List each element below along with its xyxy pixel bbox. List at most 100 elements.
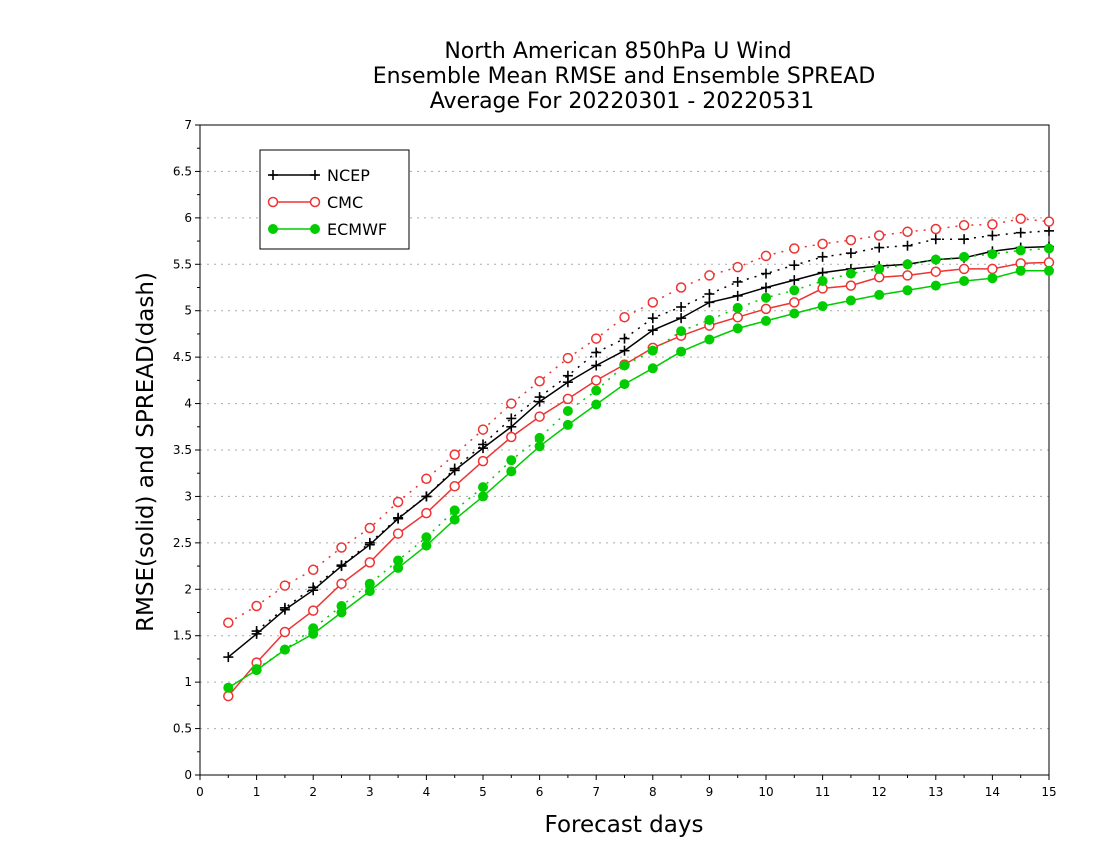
ecmwf-spread-line <box>256 247 1050 670</box>
ecmwf-rmse-point <box>761 315 771 326</box>
ncep-spread-point <box>704 289 715 299</box>
cmc-spread-point <box>1043 216 1055 227</box>
legend: NCEP CMC ECMWF <box>259 149 410 250</box>
cmc-spread-point <box>817 238 828 250</box>
ecmwf-spread-point <box>959 251 970 262</box>
ecmwf-rmse-point <box>591 399 602 410</box>
ecmwf-rmse-point <box>676 346 687 357</box>
ecmwf-rmse-point <box>874 289 885 300</box>
ecmwf-spread-point <box>1044 243 1054 254</box>
ncep-rmse-point <box>421 491 432 502</box>
ecmwf-rmse-point <box>223 682 234 693</box>
cmc-spread-point <box>534 376 545 387</box>
cmc-rmse-point <box>902 270 913 281</box>
cmc-rmse-point <box>392 528 404 539</box>
x-axis-label: Forecast days <box>545 812 704 838</box>
ecmwf-rmse-point <box>959 276 970 286</box>
ncep-spread-point <box>1015 227 1026 238</box>
ecmwf-rmse-point <box>308 628 319 639</box>
cmc-spread-line <box>227 218 1050 624</box>
ncep-rmse-point <box>478 443 488 454</box>
ecmwf-spread-point <box>591 385 602 396</box>
series-lines <box>223 213 1055 702</box>
cmc-rmse-point <box>307 605 319 616</box>
ncep-spread-point <box>676 302 687 312</box>
ecmwf-rmse-point <box>421 540 432 551</box>
ncep-rmse-series <box>223 241 1054 663</box>
ecmwf-spread-point <box>987 249 998 260</box>
ecmwf-spread-point <box>845 268 856 279</box>
cmc-rmse-point <box>873 272 885 283</box>
ecmwf-rmse-point <box>478 491 488 502</box>
cmc-rmse-point <box>958 263 970 275</box>
y-tick-label: 0 <box>184 768 192 782</box>
x-tick-label: 2 <box>309 785 317 799</box>
cmc-spread-point <box>251 600 262 612</box>
cmc-spread-point <box>364 522 376 534</box>
cmc-spread-point <box>902 226 913 238</box>
ncep-rmse-point <box>449 465 460 476</box>
x-tick-label: 14 <box>985 785 1000 799</box>
ecmwf-rmse-point <box>732 323 743 334</box>
ecmwf-spread-point <box>478 482 488 493</box>
ecmwf-rmse-point <box>845 295 856 306</box>
ecmwf-spread-point <box>874 263 885 274</box>
ecmwf-spread-series <box>251 243 1054 675</box>
cmc-spread-point <box>675 282 687 293</box>
legend-entry-cmc: CMC <box>267 193 363 212</box>
ecmwf-spread-point <box>393 555 404 566</box>
ncep-rmse-point <box>676 313 687 324</box>
x-tick-label: 5 <box>479 785 487 799</box>
ncep-spread-point <box>817 251 828 262</box>
ecmwf-rmse-point <box>619 379 630 390</box>
cmc-spread-point <box>307 564 319 576</box>
ecmwf-rmse-point <box>902 285 913 296</box>
ncep-rmse-point <box>534 396 545 407</box>
ecmwf-spread-point <box>761 292 771 303</box>
ecmwf-rmse-point <box>393 562 404 573</box>
y-tick-label: 5 <box>184 304 192 318</box>
ecmwf-rmse-point <box>704 334 715 345</box>
ecmwf-spread-point <box>506 455 517 466</box>
legend-marker <box>268 170 278 180</box>
ncep-spread-point <box>874 242 885 253</box>
y-tick-label: 6 <box>184 211 192 225</box>
y-tick-label: 2.5 <box>173 536 192 550</box>
ncep-rmse-point <box>279 604 290 615</box>
ncep-rmse-point <box>704 297 715 308</box>
ncep-rmse-point <box>562 377 573 388</box>
legend-label: NCEP <box>327 166 370 185</box>
legend-marker <box>309 196 321 208</box>
x-tick-label: 15 <box>1041 785 1056 799</box>
ecmwf-spread-point <box>1015 245 1026 256</box>
x-tick-label: 13 <box>928 785 943 799</box>
y-tick-label: 4 <box>184 397 192 411</box>
ecmwf-rmse-series <box>223 265 1054 693</box>
y-tick-label: 7 <box>184 118 192 132</box>
ncep-spread-point <box>902 240 913 251</box>
ecmwf-spread-point <box>534 432 545 443</box>
ecmwf-rmse-point <box>364 586 375 597</box>
title-line-3: Average For 20220301 - 20220531 <box>430 89 815 114</box>
ncep-rmse-point <box>761 282 771 293</box>
cmc-spread-point <box>873 230 885 241</box>
ncep-spread-point <box>987 230 998 241</box>
cmc-rmse-point <box>477 455 489 467</box>
cmc-rmse-point <box>336 578 347 589</box>
legend-box <box>259 149 410 250</box>
legend-marker <box>310 224 320 234</box>
cmc-rmse-point <box>987 263 998 275</box>
cmc-spread-point <box>562 352 574 364</box>
cmc-spread-point <box>477 424 489 435</box>
cmc-spread-point <box>732 261 743 273</box>
ecmwf-rmse-point <box>251 665 262 676</box>
legend-entry-ecmwf: ECMWF <box>268 220 387 239</box>
title-line-2: Ensemble Mean RMSE and Ensemble SPREAD <box>373 64 876 89</box>
y-tick-label: 3 <box>184 489 192 503</box>
cmc-spread-point <box>590 333 602 344</box>
cmc-rmse-point <box>534 411 545 422</box>
ncep-rmse-line <box>227 245 1050 658</box>
ecmwf-rmse-point <box>506 466 517 477</box>
x-tick-label: 0 <box>196 785 204 799</box>
ecmwf-spread-point <box>676 326 687 337</box>
